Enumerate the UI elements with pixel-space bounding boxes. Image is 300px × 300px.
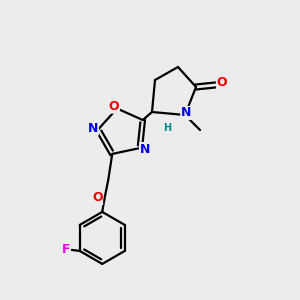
Text: O: O [109, 100, 119, 113]
Text: N: N [88, 122, 98, 135]
Text: F: F [61, 243, 70, 256]
Text: N: N [181, 106, 191, 119]
Text: N: N [140, 142, 150, 156]
Text: O: O [217, 76, 227, 89]
Text: O: O [92, 191, 103, 204]
Text: H: H [163, 123, 171, 133]
